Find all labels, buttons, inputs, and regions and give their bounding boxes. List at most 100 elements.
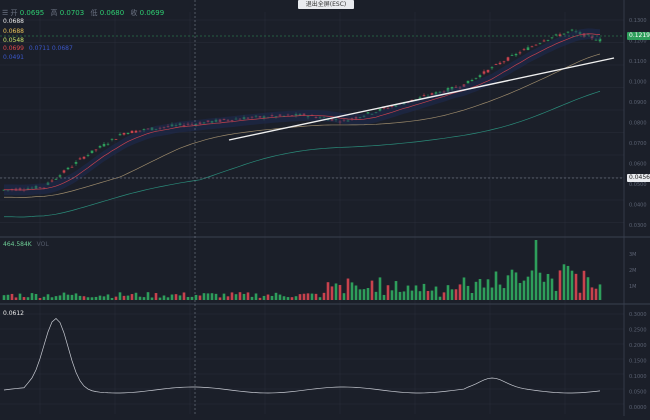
candle-body	[114, 138, 118, 140]
volume-bar	[598, 284, 602, 300]
candle-body	[54, 178, 58, 180]
candle-body	[366, 112, 370, 114]
volume-bar	[258, 297, 262, 300]
volume-bar	[546, 273, 550, 300]
candle-body	[238, 118, 242, 120]
candle-body	[294, 113, 298, 116]
volume-bar	[158, 297, 162, 300]
volume-bar	[42, 296, 46, 300]
volume-bar	[410, 290, 414, 300]
volume-bar	[234, 294, 238, 300]
candle-body	[446, 88, 450, 92]
candle-body	[562, 33, 566, 35]
volume-bar	[154, 293, 158, 300]
candle-body	[298, 113, 302, 116]
candle-body	[558, 34, 562, 37]
legend-ma1: 0.0688	[3, 18, 24, 25]
volume-bar	[34, 293, 38, 300]
volume-bar	[350, 282, 354, 300]
candle-body	[158, 127, 162, 129]
volume-bar	[50, 297, 54, 300]
volume-bar	[558, 270, 562, 300]
volume-bar	[222, 293, 226, 300]
volume-bar	[566, 265, 570, 300]
exit-fullscreen-button[interactable]: 退出全屏(ESC)	[298, 0, 354, 9]
candle-body	[154, 128, 158, 130]
candle-body	[270, 115, 274, 117]
candle-body	[18, 188, 22, 191]
candle-body	[82, 156, 86, 159]
candle-body	[90, 150, 94, 154]
volume-bar	[82, 296, 86, 300]
cursor-price-tag: 0.0456	[627, 174, 650, 182]
volume-bar	[282, 296, 286, 300]
volume-bar	[310, 293, 314, 300]
price-tick-label: 0.0400	[629, 203, 647, 209]
volume-bar	[450, 289, 454, 300]
candle-body	[302, 113, 306, 116]
volume-bar	[322, 292, 326, 300]
volume-bar	[286, 297, 290, 300]
volume-bar	[202, 293, 206, 300]
candle-body	[370, 113, 374, 115]
volume-bar	[378, 277, 382, 300]
candle-body	[226, 119, 230, 121]
volume-bar	[142, 297, 146, 300]
ma-line-mid	[3, 53, 601, 198]
indicator-value: 0.0612	[3, 310, 24, 317]
volume-bar	[426, 290, 430, 300]
candle-body	[470, 79, 474, 82]
volume-bar	[330, 286, 334, 300]
candle-body	[538, 43, 542, 45]
candle-body	[182, 124, 186, 127]
candle-body	[506, 57, 510, 61]
legend-ma2: 0.0688	[3, 28, 24, 35]
candle-body	[50, 180, 54, 182]
volume-bar	[422, 283, 426, 300]
legend-boll: 0.0699 0.0711 0.0687	[3, 45, 73, 52]
volume-bar	[414, 285, 418, 300]
candle-body	[382, 107, 386, 109]
candle-body	[58, 175, 62, 177]
volume-bar	[498, 284, 502, 300]
volume-bar	[10, 293, 14, 300]
volume-bar	[586, 277, 590, 300]
volume-bar	[110, 297, 114, 300]
volume-bar	[430, 290, 434, 300]
volume-bar	[338, 284, 342, 300]
volume-bar	[62, 292, 66, 300]
volume-bar	[594, 288, 598, 300]
candle-body	[250, 116, 254, 118]
volume-bar	[298, 294, 302, 300]
candle-body	[314, 116, 318, 119]
ohlc-high-key: 高	[50, 9, 58, 17]
candle-body	[2, 189, 6, 191]
volume-bar	[402, 291, 406, 300]
candle-body	[306, 116, 310, 118]
last-price-tag: 0.1219	[627, 32, 650, 40]
trend-line	[228, 57, 615, 141]
candle-body	[346, 120, 350, 122]
candle-body	[246, 117, 250, 119]
legend-ma3: 0.0548	[3, 37, 24, 44]
volume-bar	[470, 292, 474, 300]
candle-body	[138, 130, 142, 132]
candle-body	[590, 36, 594, 39]
candle-body	[474, 77, 478, 79]
indicator-tick-label: 0.0000	[629, 405, 647, 411]
volume-bar	[126, 295, 130, 300]
candle-body	[514, 53, 518, 56]
indicator-tick-label: 0.0500	[629, 390, 647, 396]
volume-bar	[210, 293, 214, 300]
candle-body	[338, 121, 342, 123]
volume-tick-label: 3M	[629, 252, 637, 258]
candle-body	[466, 80, 470, 84]
candle-body	[130, 130, 134, 134]
candle-body	[126, 132, 130, 134]
volume-bar	[438, 296, 442, 300]
candle-body	[378, 109, 382, 111]
candle-body	[422, 95, 426, 97]
volume-bar	[590, 287, 594, 300]
